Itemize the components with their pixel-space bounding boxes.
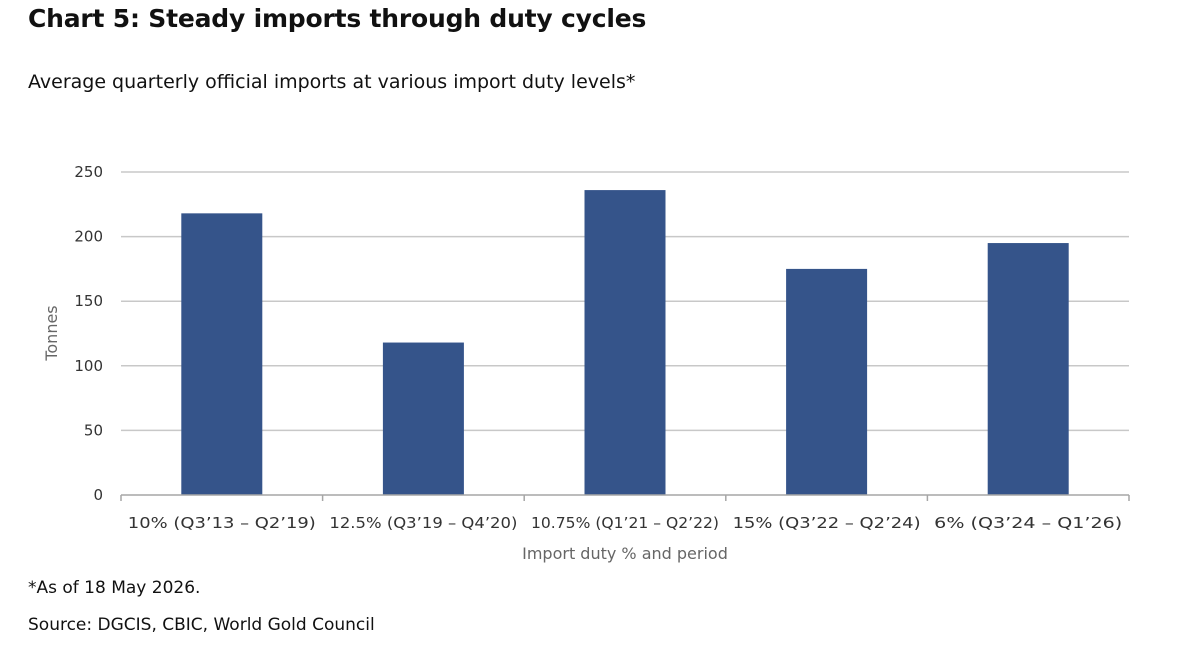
y-tick-label: 0 — [93, 486, 103, 504]
bar — [181, 213, 263, 495]
y-axis-title: Tonnes — [42, 305, 61, 361]
bar — [786, 268, 868, 495]
x-tick-label: 10% (Q3’13 – Q2’19) — [128, 514, 316, 532]
x-tick-label: 6% (Q3’24 – Q1’26) — [934, 514, 1122, 532]
bar — [987, 243, 1069, 495]
x-tick-label: 12.5% (Q3’19 – Q4’20) — [329, 514, 517, 532]
bar — [382, 342, 464, 495]
y-tick-label: 100 — [74, 357, 103, 375]
y-tick-label: 250 — [74, 163, 103, 181]
source-note: Source: DGCIS, CBIC, World Gold Council — [28, 615, 375, 635]
x-tick-labels: 10% (Q3’13 – Q2’19) 12.5% (Q3’19 – Q4’20)… — [128, 514, 1122, 532]
x-tick-label: 15% (Q3’22 – Q2’24) — [733, 514, 921, 532]
y-tick-label: 200 — [74, 228, 103, 246]
y-tick-labels: 0 50 100 150 200 250 — [74, 163, 103, 504]
footnote: *As of 18 May 2026. — [28, 578, 201, 598]
y-tick-label: 150 — [74, 292, 103, 310]
x-axis — [120, 494, 1130, 501]
bar — [584, 190, 666, 495]
chart-subtitle: Average quarterly official imports at va… — [28, 71, 636, 93]
bars — [181, 190, 1069, 495]
x-tick-label: 10.75% (Q1’21 – Q2’22) — [531, 514, 719, 532]
y-tick-label: 50 — [84, 421, 103, 439]
x-axis-title: Import duty % and period — [522, 544, 728, 563]
chart-title: Chart 5: Steady imports through duty cyc… — [28, 4, 647, 33]
